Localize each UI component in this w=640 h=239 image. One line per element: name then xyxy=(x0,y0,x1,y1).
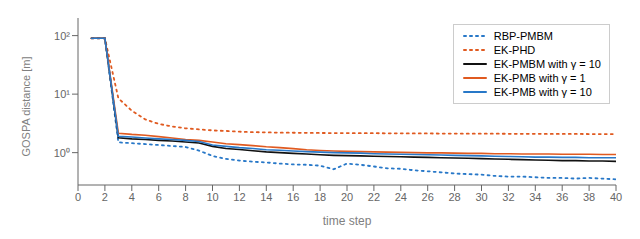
svg-text:28: 28 xyxy=(448,191,460,203)
svg-text:40: 40 xyxy=(610,191,622,203)
svg-text:12: 12 xyxy=(233,191,245,203)
svg-text:20: 20 xyxy=(341,191,353,203)
svg-text:2: 2 xyxy=(102,191,108,203)
svg-text:GOSPA distance [m]: GOSPA distance [m] xyxy=(20,56,32,156)
svg-text:0: 0 xyxy=(75,191,81,203)
svg-text:18: 18 xyxy=(314,191,326,203)
html-text:EK-PHD: EK-PHD xyxy=(493,44,536,56)
svg-text:8: 8 xyxy=(183,191,189,203)
svg-text:30: 30 xyxy=(475,191,487,203)
svg-text:10: 10 xyxy=(206,191,218,203)
svg-text:34: 34 xyxy=(529,191,541,203)
svg-text:38: 38 xyxy=(583,191,595,203)
svg-text:32: 32 xyxy=(502,191,514,203)
html-text:EK-PMBM with γ = 10: EK-PMBM with γ = 10 xyxy=(493,58,601,70)
svg-text:16: 16 xyxy=(287,191,299,203)
svg-text:4: 4 xyxy=(129,191,135,203)
svg-text:6: 6 xyxy=(156,191,162,203)
svg-text:10¹: 10¹ xyxy=(54,88,70,100)
html-text:EK-PMB with γ = 1: EK-PMB with γ = 1 xyxy=(493,72,586,84)
svg-text:time step: time step xyxy=(323,214,372,228)
html-text:EK-PMB with γ = 10: EK-PMB with γ = 10 xyxy=(493,86,592,98)
svg-text:10²: 10² xyxy=(54,30,70,42)
svg-text:10⁰: 10⁰ xyxy=(54,147,70,159)
svg-text:14: 14 xyxy=(260,191,272,203)
svg-text:24: 24 xyxy=(395,191,407,203)
svg-text:26: 26 xyxy=(422,191,434,203)
svg-text:36: 36 xyxy=(556,191,568,203)
svg-text:22: 22 xyxy=(368,191,380,203)
html-text:RBP-PMBM: RBP-PMBM xyxy=(493,30,553,42)
